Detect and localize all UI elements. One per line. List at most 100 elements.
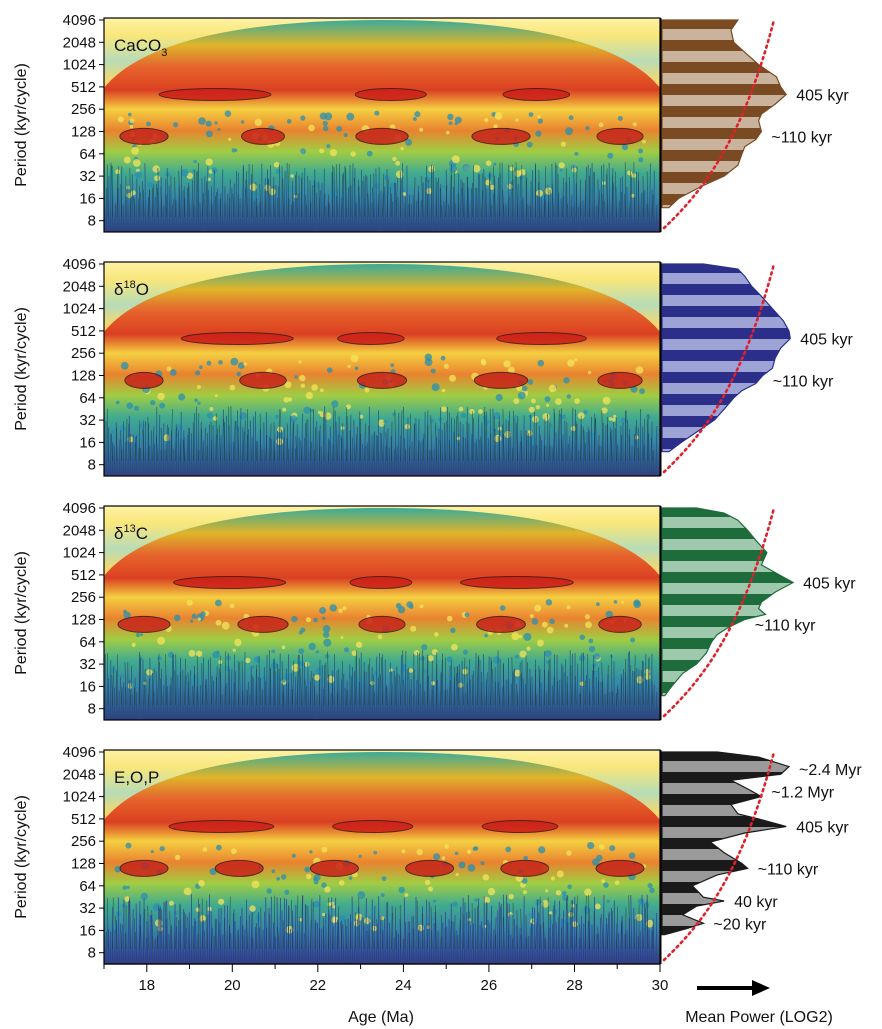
panel-2: 4096 2048 1024 512 256 128 64 32 16 8 Period (kyr/… (13, 256, 661, 477)
mean-power-stripe (662, 649, 794, 660)
mean-power-axis-label: Mean Power (LOG2) (685, 1009, 833, 1026)
panel-4: 4096 2048 1024 512 256 128 64 32 16 8 Period (kyr/… (13, 744, 661, 965)
x-tick-label: 26 (481, 977, 498, 994)
mean-power-stripe (662, 583, 794, 594)
mean-power-stripe (662, 317, 791, 328)
y-tick-label: 32 (79, 900, 96, 917)
panel-3: 4096 2048 1024 512 256 128 64 32 16 8 Period (kyr/… (13, 500, 661, 721)
x-tick-label: 28 (566, 977, 583, 994)
mean-power-stripe (662, 517, 794, 528)
mean-power-stripe (662, 227, 800, 238)
panel-4-mean-power: ~2.4 Myr ~1.2 Myr 405 kyr ~110 kyr 40 kyr ~20… (660, 750, 862, 964)
mean-power-stripe (662, 106, 787, 117)
mean-power-stripe (662, 528, 794, 539)
mean-power-stripe (662, 117, 787, 128)
period-annotation: 405 kyr (803, 576, 856, 593)
y-tick-label: 4096 (63, 744, 96, 761)
period-annotation: ~110 kyr (758, 861, 819, 878)
mean-power-stripe (662, 682, 794, 693)
y-tick-label: 128 (71, 124, 96, 141)
y-tick-label: 128 (71, 856, 96, 873)
confidence-line (662, 262, 776, 474)
y-tick-label: 256 (71, 589, 96, 606)
mean-power-stripe (662, 139, 787, 150)
y-tick-label: 16 (79, 434, 96, 451)
panel-label-main: CaCO (114, 36, 161, 55)
mean-power-curve (661, 263, 791, 453)
panel-3-label: δ13C (114, 523, 148, 543)
panel-3-mean-power: 405 kyr ~110 kyr (660, 506, 856, 720)
mean-power-stripe (662, 471, 800, 482)
confidence-line (662, 18, 776, 230)
y-tick-label: 2048 (63, 766, 96, 783)
mean-power-stripe (662, 51, 787, 62)
x-tick-label: 24 (395, 977, 412, 994)
mean-power-stripe (662, 849, 789, 860)
panel-4-label: E,O,P (114, 768, 159, 787)
panel-3-cone-of-influence (104, 508, 660, 720)
y-tick-label: 64 (79, 634, 96, 651)
panel-label-subscript: 3 (161, 47, 167, 59)
mean-power-stripe (662, 416, 791, 427)
mean-power-stripe (662, 904, 789, 915)
y-tick-label: 16 (79, 678, 96, 695)
mean-power-stripe (662, 264, 791, 273)
period-annotation: ~110 kyr (771, 129, 832, 146)
mean-power-stripe (662, 183, 787, 194)
y-tick-label: 2048 (63, 278, 96, 295)
mean-power-stripe (662, 838, 789, 849)
panel-2-frame (103, 261, 661, 477)
mean-power-stripe (662, 827, 789, 838)
x-tick-label: 22 (309, 977, 326, 994)
y-tick-label: 8 (88, 213, 96, 230)
mean-power-stripe (662, 172, 787, 183)
x-tick-label: 30 (652, 977, 669, 994)
mean-power-stripe (662, 893, 789, 904)
panel-label-main: δ (114, 280, 123, 299)
panel-1-label: CaCO3 (114, 36, 167, 59)
y-tick-label: 2048 (63, 522, 96, 539)
period-annotation: ~20 kyr (713, 916, 767, 933)
mean-power-stripe (662, 328, 791, 339)
mean-power-stripe (662, 660, 794, 671)
mean-power-stripe (662, 561, 794, 572)
mean-power-stripe (662, 671, 794, 682)
period-annotation: 405 kyr (796, 88, 849, 105)
y-axis-label: Period (kyr/cycle) (13, 551, 30, 675)
mean-power-stripe (662, 539, 794, 550)
confidence-line (662, 506, 776, 718)
panel-label-superscript: 13 (123, 523, 135, 535)
period-annotation: ~110 kyr (755, 617, 816, 634)
y-tick-label: 32 (79, 656, 96, 673)
y-tick-label: 128 (71, 612, 96, 629)
y-tick-label: 1024 (63, 301, 96, 318)
y-tick-label: 8 (88, 945, 96, 962)
mean-power-stripe (662, 306, 791, 317)
panel-1: 4096 2048 1024 512 256 128 64 32 16 8 Period (kyr/… (13, 12, 661, 233)
mean-power-stripe (662, 150, 787, 161)
mean-power-stripe (662, 427, 791, 438)
mean-power-curve (661, 751, 791, 936)
panel-2-mean-power: 405 kyr ~110 kyr (660, 262, 853, 482)
y-tick-label: 64 (79, 878, 96, 895)
mean-power-stripe (662, 128, 787, 139)
y-tick-label: 1024 (63, 545, 96, 562)
mean-power-stripe (662, 62, 787, 73)
period-annotation: ~110 kyr (773, 373, 834, 390)
y-tick-label: 256 (71, 345, 96, 362)
mean-power-stripe (662, 383, 791, 394)
y-tick-label: 512 (71, 323, 96, 340)
panel-1-frame (103, 17, 661, 233)
confidence-line (662, 750, 776, 962)
mean-power-stripe (662, 460, 800, 471)
mean-power-stripe (662, 550, 794, 561)
panel-label-suffix: O (136, 280, 149, 299)
panel-label-suffix: C (136, 524, 148, 543)
y-tick-label: 4096 (63, 500, 96, 517)
mean-power-stripe (662, 594, 794, 605)
y-tick-label: 512 (71, 811, 96, 828)
mean-power-stripe (662, 761, 789, 772)
mean-power-stripe (662, 805, 789, 816)
panel-label-main: E,O,P (114, 768, 159, 787)
